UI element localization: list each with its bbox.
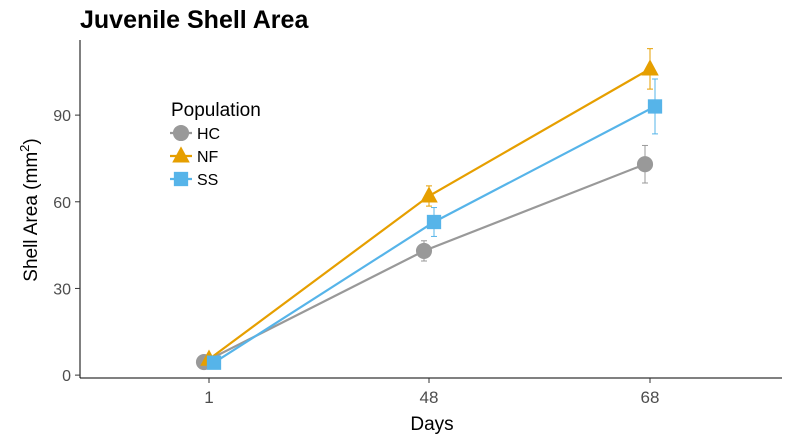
legend-marker [172,146,190,163]
data-point [636,156,654,173]
y-tick-label: 60 [53,195,71,212]
legend-marker [173,171,189,187]
x-tick-label: 1 [204,388,213,407]
data-point [641,59,659,76]
x-tick-label: 48 [420,388,439,407]
y-axis-title-main: Shell Area (mm [21,152,42,282]
y-ticks: 0 30 60 90 [53,108,80,385]
legend-items: HC NF SS [170,124,220,189]
x-tick-label: 68 [641,388,660,407]
x-axis-title: Days [410,414,453,435]
x-ticks: 1 48 68 [204,378,659,407]
legend: Population HC NF SS [170,100,261,189]
series-line [208,67,651,361]
legend-item-ss: SS [170,171,218,189]
y-axis-title-sup: 2 [17,145,32,152]
legend-item-nf: NF [170,146,219,166]
data-point [415,242,433,259]
y-tick-label: 30 [53,281,71,298]
axes: 0 30 60 90 1 48 68 [53,40,782,407]
legend-label: SS [197,172,218,189]
y-axis-title-close: ) [21,138,42,144]
y-tick-label: 90 [53,108,71,125]
series-line [203,163,646,364]
legend-item-hc: HC [170,124,220,143]
data-point [647,99,663,114]
legend-label: NF [197,149,219,166]
legend-label: HC [197,126,220,143]
series-ss [206,78,663,370]
series-layer [195,48,663,371]
legend-marker [172,124,190,142]
data-point [420,186,438,203]
legend-title: Population [171,100,261,121]
series-hc [195,144,654,371]
data-point [206,355,222,370]
y-tick-label: 0 [62,368,71,385]
data-point [426,214,442,230]
y-axis-title: Shell Area (mm2) [17,138,42,281]
series-nf [200,48,659,366]
chart-title: Juvenile Shell Area [80,6,309,34]
